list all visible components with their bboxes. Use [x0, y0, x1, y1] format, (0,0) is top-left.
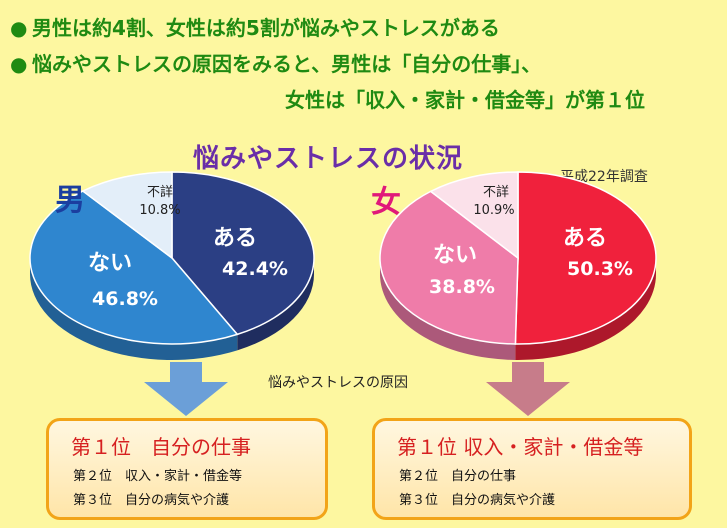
pie-side-ある	[515, 258, 656, 360]
pie-side-ない	[30, 258, 238, 360]
slice-value-ない: 46.8%	[92, 288, 158, 310]
group-label-female: 女	[371, 185, 401, 220]
cause-label: 悩みやストレスの原因	[268, 375, 408, 391]
chart-title: 悩みやストレスの状況	[193, 144, 464, 174]
summary-bullet-2-continued: 女性は「収入・家計・借金等」が第１位	[285, 84, 645, 113]
slice-label-ある: ある	[213, 226, 257, 251]
summary-text-3: 女性は「収入・家計・借金等」が第１位	[285, 88, 645, 112]
bullet-dot: ●	[10, 52, 28, 76]
female-rank-3: 第３位 自分の病気や介護	[399, 493, 556, 508]
summary-text-1: 男性は約4割、女性は約5割が悩みやストレスがある	[32, 16, 500, 40]
pie-slice-ある	[171, 171, 315, 336]
summary-bullet-1: ● 男性は約4割、女性は約5割が悩みやストレスがある	[10, 12, 500, 41]
slice-value-不詳: 10.8%	[139, 203, 180, 218]
slice-value-ない: 38.8%	[429, 276, 495, 298]
arrow-female	[486, 362, 570, 416]
slice-label-ある: ある	[563, 226, 607, 251]
male-pie: ある 42.4% ない 46.8% 不詳 10.8% 男	[29, 171, 315, 360]
female-rank-2: 第２位 自分の仕事	[399, 469, 517, 484]
pie-slice-ない	[29, 190, 239, 345]
slice-value-不詳: 10.9%	[473, 203, 514, 218]
pie-side-ない	[380, 258, 516, 360]
female-pie: ある 50.3% ない 38.8% 不詳 10.9% 女	[371, 171, 657, 360]
male-rank-2: 第２位 収入・家計・借金等	[73, 469, 243, 484]
group-label-male: 男	[55, 183, 85, 218]
slice-label-不詳: 不詳	[147, 184, 173, 200]
slice-label-ない: ない	[88, 251, 132, 276]
female-rank-1: 第１位 収入・家計・借金等	[397, 435, 644, 459]
male-causes-box: 第１位 自分の仕事 第２位 収入・家計・借金等 第３位 自分の病気や介護	[46, 418, 328, 520]
female-causes-box: 第１位 収入・家計・借金等 第２位 自分の仕事 第３位 自分の病気や介護	[372, 418, 692, 520]
pie-slice-不詳	[429, 171, 519, 260]
pie-slice-不詳	[81, 171, 173, 260]
bullet-dot: ●	[10, 16, 28, 40]
male-rank-3: 第３位 自分の病気や介護	[73, 493, 230, 508]
slice-value-ある: 42.4%	[222, 258, 288, 280]
slice-label-不詳: 不詳	[483, 184, 509, 200]
summary-text-2: 悩みやストレスの原因をみると、男性は「自分の仕事」、	[32, 52, 542, 76]
summary-bullet-2: ● 悩みやストレスの原因をみると、男性は「自分の仕事」、	[10, 48, 541, 77]
slice-value-ある: 50.3%	[567, 258, 633, 280]
arrow-male	[144, 362, 228, 416]
pie-slice-ない	[379, 190, 519, 345]
slice-label-ない: ない	[433, 243, 477, 268]
arrows	[144, 362, 570, 416]
pie-slice-ある	[514, 171, 657, 345]
male-rank-1: 第１位 自分の仕事	[71, 435, 251, 459]
